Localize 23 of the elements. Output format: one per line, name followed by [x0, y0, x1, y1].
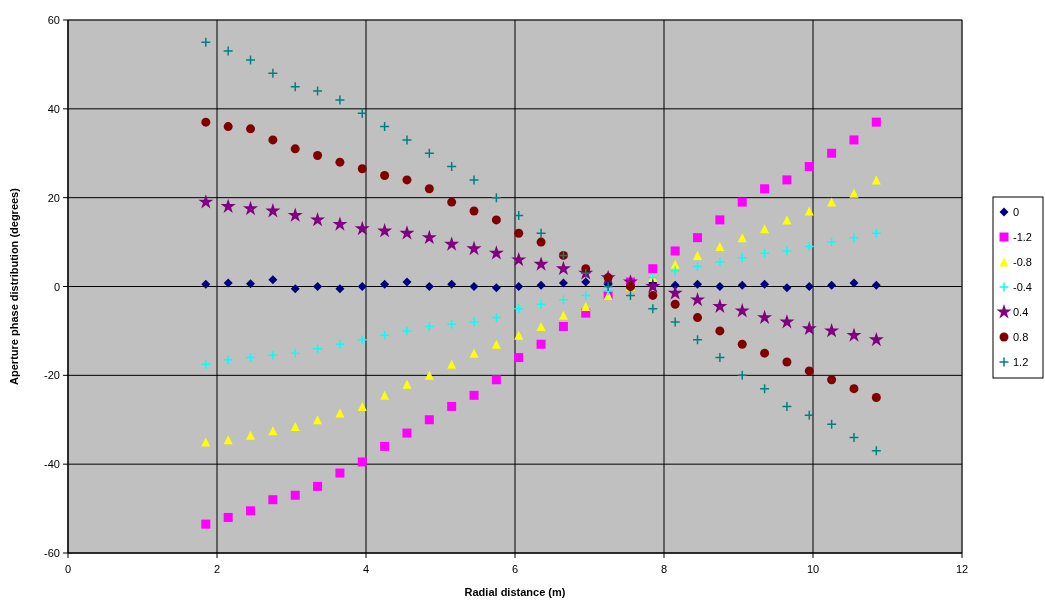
x-tick-label: 8 [660, 563, 668, 575]
legend-label: -0.4 [1013, 281, 1032, 293]
y-tick-label: -20 [44, 369, 60, 382]
y-tick-label: 20 [47, 191, 60, 204]
y-tick-label: 40 [47, 102, 60, 115]
y-tick-label: -60 [44, 547, 60, 559]
legend-label: 0 [1013, 206, 1020, 218]
x-tick-label: 4 [362, 563, 370, 575]
x-tick-label: 2 [213, 563, 221, 575]
legend-label: -0.8 [1013, 256, 1032, 268]
x-tick-label: 10 [806, 563, 820, 575]
y-axis-title: Aperture phase distribution (degrees) [8, 187, 20, 385]
legend-label: 0.8 [1013, 331, 1029, 343]
y-tick-label: -40 [44, 458, 60, 471]
legend-label: -1.2 [1013, 231, 1032, 243]
x-tick-label: 0 [64, 563, 72, 575]
x-axis-title: Radial distance (m) [464, 586, 566, 598]
x-tick-label: 12 [955, 563, 969, 575]
legend-label: 1.2 [1013, 356, 1029, 368]
y-tick-label: 60 [47, 14, 60, 26]
x-tick-label: 6 [511, 563, 519, 575]
legend-label: 0.4 [1013, 306, 1029, 318]
y-tick-label: 0 [53, 280, 60, 293]
